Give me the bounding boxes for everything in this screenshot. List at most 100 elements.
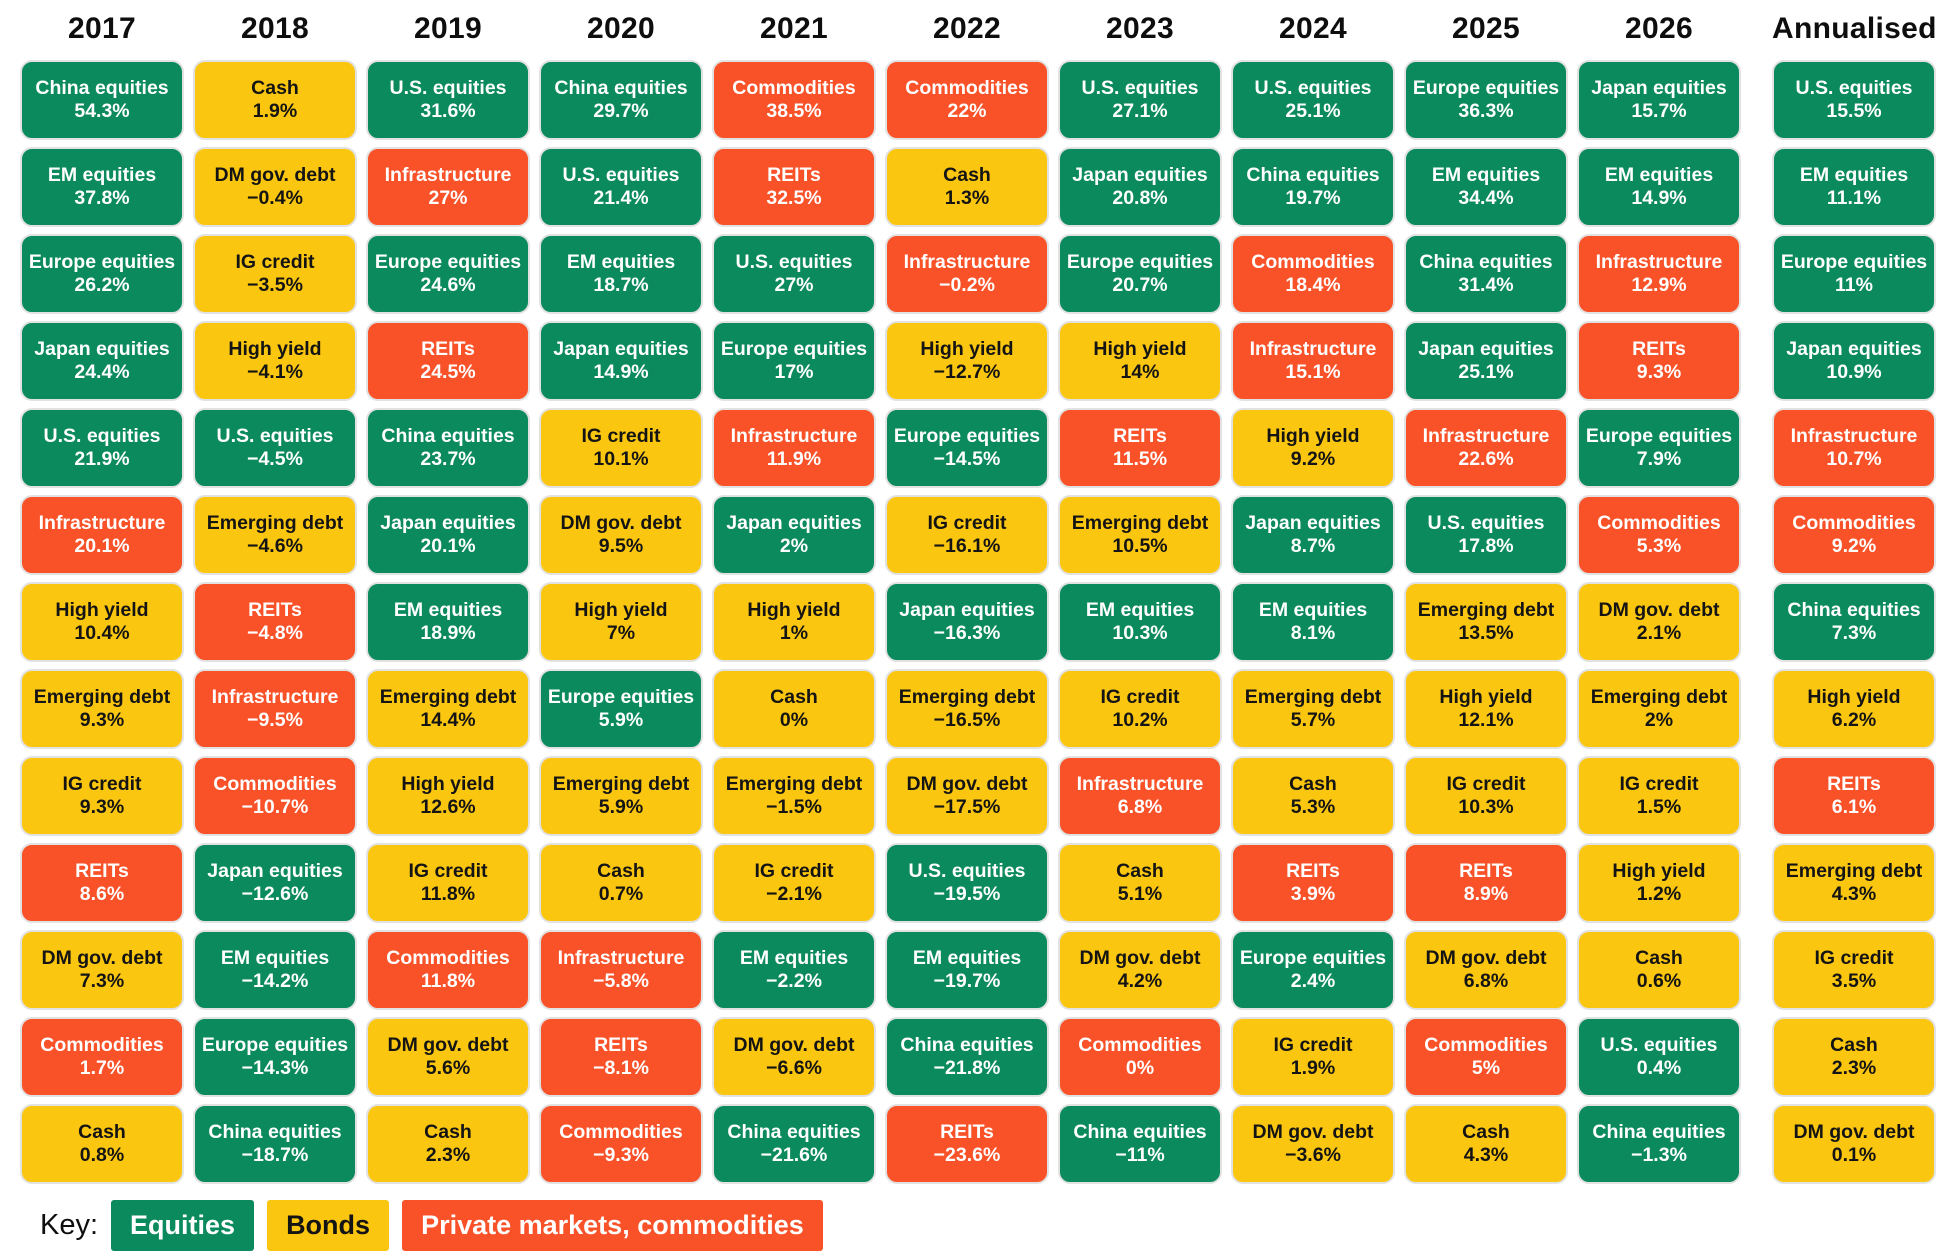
asset-return-value: −19.7% [933, 970, 1001, 992]
asset-return-value: 24.5% [420, 361, 476, 383]
return-cell: EM equities 8.1% [1231, 582, 1395, 662]
asset-return-value: 7% [606, 622, 636, 644]
return-cell: Cash 2.3% [366, 1104, 530, 1184]
asset-name: Commodities [1078, 1033, 1202, 1056]
asset-return-value: 20.8% [1112, 187, 1168, 209]
asset-return-value: 11% [1835, 274, 1873, 296]
column-cells: U.S. equities 25.1% China equities 19.7% Com… [1231, 60, 1395, 1184]
asset-name: DM gov. debt [1079, 946, 1201, 969]
asset-return-value: 6.1% [1831, 796, 1877, 818]
return-cell: Emerging debt 4.3% [1772, 843, 1936, 923]
return-cell: China equities −11% [1058, 1104, 1222, 1184]
return-cell: DM gov. debt 9.5% [539, 495, 703, 575]
return-cell: DM gov. debt −6.6% [712, 1017, 876, 1097]
asset-name: U.S. equities [1600, 1033, 1718, 1056]
asset-return-value: −9.5% [247, 709, 303, 731]
asset-name: Infrastructure [903, 250, 1031, 273]
return-cell: Infrastructure 27% [366, 147, 530, 227]
asset-return-value: 2.1% [1636, 622, 1682, 644]
return-cell: DM gov. debt 7.3% [20, 930, 184, 1010]
return-cell: Japan equities 15.7% [1577, 60, 1741, 140]
return-cell: Commodities 5.3% [1577, 495, 1741, 575]
asset-name: Europe equities [1780, 250, 1928, 273]
asset-name: U.S. equities [43, 424, 161, 447]
asset-return-value: 24.4% [74, 361, 130, 383]
return-cell: EM equities −2.2% [712, 930, 876, 1010]
return-cell: Japan equities 20.1% [366, 495, 530, 575]
asset-name: Commodities [1597, 511, 1721, 534]
asset-name: Commodities [732, 76, 856, 99]
return-cell: Commodities 1.7% [20, 1017, 184, 1097]
asset-name: China equities [381, 424, 515, 447]
asset-name: Commodities [1251, 250, 1375, 273]
asset-return-value: −21.6% [760, 1144, 828, 1166]
column-cells: Commodities 38.5% REITs 32.5% U.S. equities 2… [712, 60, 876, 1184]
asset-name: EM equities [47, 163, 157, 186]
asset-return-value: 3.9% [1290, 883, 1336, 905]
asset-return-value: 1.3% [944, 187, 990, 209]
asset-name: EM equities [1604, 163, 1714, 186]
asset-return-value: −16.3% [933, 622, 1001, 644]
return-cell: Japan equities 8.7% [1231, 495, 1395, 575]
asset-return-value: 8.7% [1290, 535, 1336, 557]
asset-return-value: −4.6% [247, 535, 303, 557]
asset-name: Commodities [213, 772, 337, 795]
return-cell: Europe equities 17% [712, 321, 876, 401]
asset-return-value: 38.5% [766, 100, 822, 122]
return-cell: Emerging debt −4.6% [193, 495, 357, 575]
return-cell: Europe equities 2.4% [1231, 930, 1395, 1010]
asset-name: DM gov. debt [1252, 1120, 1374, 1143]
asset-name: Cash [770, 685, 818, 708]
return-cell: U.S. equities −4.5% [193, 408, 357, 488]
column-header: Annualised [1772, 12, 1937, 45]
year-column-2020: 2020 China equities 29.7% U.S. equities 21.4… [539, 10, 703, 1184]
asset-return-value: 22% [947, 100, 987, 122]
return-cell: Cash 0.8% [20, 1104, 184, 1184]
return-cell: U.S. equities −19.5% [885, 843, 1049, 923]
asset-return-value: 9.3% [79, 709, 125, 731]
return-cell: Europe equities 24.6% [366, 234, 530, 314]
return-cell: IG credit 11.8% [366, 843, 530, 923]
asset-name: China equities [1419, 250, 1553, 273]
asset-name: Emerging debt [379, 685, 517, 708]
asset-return-value: 0.1% [1831, 1144, 1877, 1166]
return-cell: DM gov. debt 2.1% [1577, 582, 1741, 662]
asset-return-value: 0% [779, 709, 809, 731]
asset-name: IG credit [581, 424, 661, 447]
asset-name: REITs [594, 1033, 648, 1056]
return-cell: Infrastructure 11.9% [712, 408, 876, 488]
asset-name: DM gov. debt [1598, 598, 1720, 621]
column-cells: China equities 54.3% EM equities 37.8% Europ… [20, 60, 184, 1184]
asset-name: DM gov. debt [733, 1033, 855, 1056]
column-cells: China equities 29.7% U.S. equities 21.4% EM … [539, 60, 703, 1184]
column-header: 2020 [587, 12, 655, 45]
asset-return-value: 2% [779, 535, 809, 557]
asset-name: Europe equities [720, 337, 868, 360]
asset-name: China equities [1787, 598, 1921, 621]
return-cell: Commodities 0% [1058, 1017, 1222, 1097]
return-cell: Commodities 9.2% [1772, 495, 1936, 575]
return-cell: Japan equities 25.1% [1404, 321, 1568, 401]
return-cell: EM equities 37.8% [20, 147, 184, 227]
return-cell: EM equities 10.3% [1058, 582, 1222, 662]
return-cell: Emerging debt 5.9% [539, 756, 703, 836]
asset-name: Infrastructure [1076, 772, 1204, 795]
asset-name: Japan equities [1072, 163, 1208, 186]
asset-return-value: 10.9% [1826, 361, 1882, 383]
asset-name: Japan equities [34, 337, 170, 360]
asset-name: Europe equities [374, 250, 522, 273]
asset-name: Infrastructure [1595, 250, 1723, 273]
asset-return-value: 0.6% [1636, 970, 1682, 992]
return-cell: IG credit 3.5% [1772, 930, 1936, 1010]
return-cell: Japan equities −12.6% [193, 843, 357, 923]
asset-name: DM gov. debt [1425, 946, 1547, 969]
asset-return-value: 19.7% [1285, 187, 1341, 209]
asset-name: Europe equities [1239, 946, 1387, 969]
return-cell: High yield −4.1% [193, 321, 357, 401]
return-cell: IG credit −3.5% [193, 234, 357, 314]
return-cell: China equities 23.7% [366, 408, 530, 488]
asset-return-value: −6.6% [766, 1057, 822, 1079]
asset-return-value: 4.3% [1463, 1144, 1509, 1166]
return-cell: EM equities 14.9% [1577, 147, 1741, 227]
return-cell: Emerging debt 2% [1577, 669, 1741, 749]
